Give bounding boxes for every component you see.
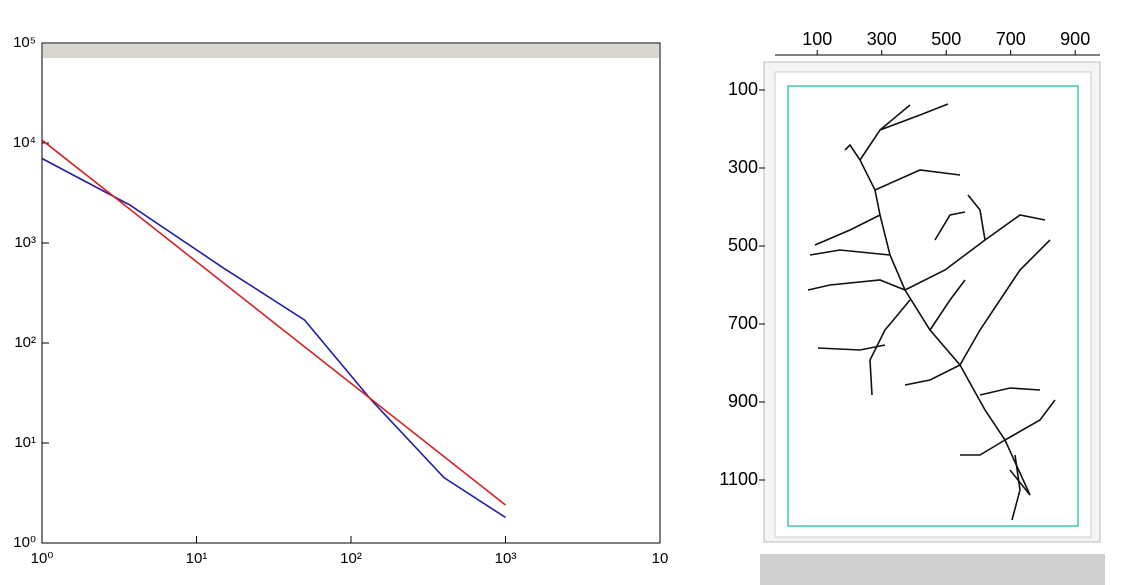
river-branch bbox=[807, 279, 906, 291]
y-tick-label: 10⁴ bbox=[13, 134, 36, 151]
image-border bbox=[787, 85, 1079, 527]
bottom-band bbox=[760, 554, 1105, 585]
y-tick-label: 10³ bbox=[14, 234, 36, 251]
x-tick-label: 10² bbox=[340, 550, 362, 567]
y-tick-label: 500 bbox=[728, 235, 758, 255]
x-tick-label: 10 bbox=[652, 550, 669, 567]
y-tick-label: 1100 bbox=[719, 469, 758, 489]
river-branch bbox=[1004, 399, 1056, 441]
river-branch bbox=[809, 249, 891, 256]
river-branch bbox=[817, 344, 886, 351]
x-tick-label: 10³ bbox=[495, 550, 517, 567]
river-branch bbox=[1011, 454, 1021, 521]
y-tick-label: 900 bbox=[728, 391, 758, 411]
top-band bbox=[43, 44, 659, 58]
river-branch bbox=[869, 299, 911, 396]
image-inner bbox=[774, 71, 1092, 538]
series-line bbox=[41, 157, 506, 519]
y-tick-label: 700 bbox=[728, 313, 758, 333]
x-tick-label: 700 bbox=[996, 29, 1026, 49]
river-branch bbox=[979, 387, 1041, 396]
plot-frame bbox=[41, 42, 661, 544]
river-trunk bbox=[859, 159, 1031, 496]
y-tick-label: 300 bbox=[728, 157, 758, 177]
river-branch bbox=[904, 364, 961, 386]
river-branch bbox=[967, 194, 986, 241]
river-branch bbox=[844, 143, 861, 161]
x-tick-label: 900 bbox=[1060, 29, 1090, 49]
map-axes: 100 300 500 700 900 100 300 500 700 900 1100 bbox=[719, 29, 1100, 489]
x-tick-label: 10⁰ bbox=[31, 550, 54, 567]
river-branch bbox=[814, 214, 881, 246]
y-tick-label: 10² bbox=[14, 334, 36, 351]
river-branch bbox=[879, 103, 949, 131]
river-network bbox=[807, 103, 1056, 521]
series-line bbox=[41, 139, 506, 506]
y-tick-label: 100 bbox=[728, 79, 758, 99]
y-tick-label: 10⁰ bbox=[13, 534, 36, 551]
river-branch bbox=[929, 279, 966, 331]
river-branch bbox=[960, 439, 1006, 456]
y-tick-label: 10⁵ bbox=[13, 34, 36, 51]
river-branch bbox=[1009, 469, 1031, 496]
x-tick-label: 100 bbox=[802, 29, 832, 49]
x-tick-label: 10¹ bbox=[186, 550, 208, 567]
x-tick-label: 300 bbox=[867, 29, 897, 49]
x-tick-label: 500 bbox=[931, 29, 961, 49]
river-branch bbox=[934, 211, 966, 241]
river-branch bbox=[874, 169, 961, 191]
y-tick-label: 10¹ bbox=[14, 434, 36, 451]
river-branch bbox=[959, 239, 1051, 366]
